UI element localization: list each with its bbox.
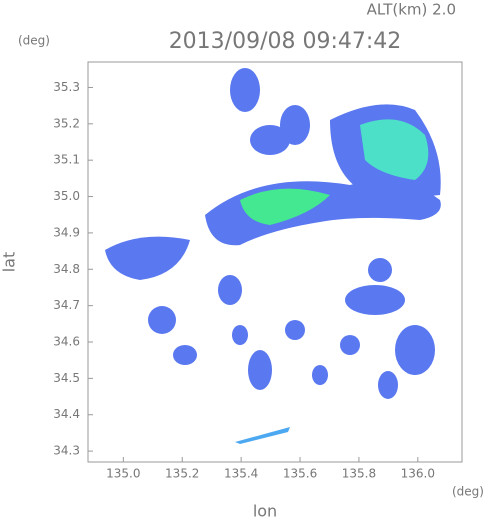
x-tick-label: 136.0 (401, 467, 435, 481)
y-tick-label: 34.7 (53, 298, 80, 312)
x-unit: (deg) (452, 485, 484, 499)
y-tick-label: 34.3 (53, 444, 80, 458)
y-tick-label: 35.2 (53, 116, 80, 130)
radar-echoes (105, 68, 441, 444)
plot-frame (87, 61, 463, 463)
x-tick-label: 135.2 (165, 467, 199, 481)
y-tick-label: 35.0 (53, 189, 80, 203)
x-tick-label: 135.6 (283, 467, 317, 481)
y-unit: (deg) (18, 34, 50, 48)
y-tick-label: 34.5 (53, 371, 80, 385)
y-tick-label: 34.9 (53, 225, 80, 239)
y-tick-label: 35.1 (53, 153, 80, 167)
y-tick-label: 34.4 (53, 407, 80, 421)
x-tick-label: 135.4 (224, 467, 258, 481)
x-axis-label: lon (253, 502, 277, 521)
altitude-label: ALT(km) 2.0 (367, 1, 456, 19)
y-tick-label: 34.8 (53, 262, 80, 276)
y-axis-label: lat (0, 252, 19, 273)
x-tick-label: 135.0 (106, 467, 140, 481)
x-tick-label: 135.8 (342, 467, 376, 481)
y-tick-label: 35.3 (53, 80, 80, 94)
chart-title: 2013/09/08 09:47:42 (169, 29, 402, 54)
y-tick-label: 34.6 (53, 335, 80, 349)
